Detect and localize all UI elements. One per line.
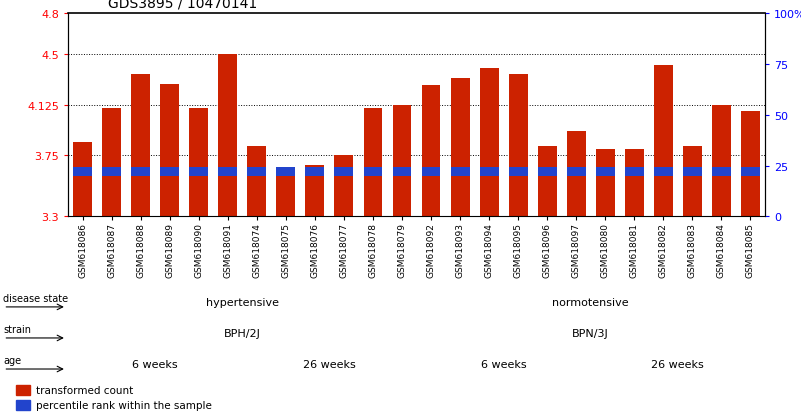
Bar (160, 85, 179, 217)
Text: GSM618075: GSM618075 (281, 223, 290, 277)
Text: BPH/2J: BPH/2J (223, 328, 261, 339)
Bar (392, 168, 412, 177)
Text: GSM618076: GSM618076 (311, 223, 320, 277)
Bar (683, 147, 702, 217)
Bar (103, 168, 121, 177)
Text: GSM618097: GSM618097 (572, 223, 581, 277)
Bar (451, 168, 469, 177)
Text: disease state: disease state (3, 293, 69, 303)
Text: 26 weeks: 26 weeks (303, 359, 356, 370)
Text: GSM618089: GSM618089 (165, 223, 174, 277)
Bar (335, 156, 353, 217)
Bar (654, 66, 673, 217)
Text: GSM618094: GSM618094 (485, 223, 493, 277)
Text: GSM618085: GSM618085 (746, 223, 755, 277)
Bar (73, 168, 92, 177)
Bar (683, 168, 702, 177)
Bar (392, 106, 412, 217)
Text: GSM618079: GSM618079 (397, 223, 406, 277)
Bar (248, 168, 266, 177)
Bar (16, 400, 30, 410)
Text: GSM618083: GSM618083 (688, 223, 697, 277)
Bar (131, 168, 150, 177)
Bar (451, 79, 469, 217)
Text: 6 weeks: 6 weeks (132, 359, 178, 370)
Bar (741, 168, 760, 177)
Text: GSM618081: GSM618081 (630, 223, 638, 277)
Text: strain: strain (3, 324, 31, 334)
Bar (509, 75, 528, 217)
Bar (625, 168, 644, 177)
Bar (596, 150, 614, 217)
Text: GSM618091: GSM618091 (223, 223, 232, 277)
Text: BPN/3J: BPN/3J (573, 328, 609, 339)
Bar (103, 109, 121, 217)
Bar (248, 147, 266, 217)
Text: normotensive: normotensive (553, 297, 629, 308)
Text: hypertensive: hypertensive (206, 297, 279, 308)
Text: GSM618095: GSM618095 (513, 223, 522, 277)
Text: GDS3895 / 10470141: GDS3895 / 10470141 (108, 0, 257, 10)
Text: GSM618078: GSM618078 (368, 223, 377, 277)
Bar (537, 168, 557, 177)
Bar (567, 132, 586, 217)
Bar (305, 166, 324, 217)
Bar (421, 168, 441, 177)
Bar (131, 75, 150, 217)
Text: GSM618084: GSM618084 (717, 223, 726, 277)
Bar (537, 147, 557, 217)
Bar (480, 168, 498, 177)
Bar (305, 168, 324, 177)
Text: GSM618093: GSM618093 (456, 223, 465, 277)
Bar (741, 112, 760, 217)
Bar (276, 173, 296, 217)
Text: GSM618077: GSM618077 (340, 223, 348, 277)
Text: GSM618074: GSM618074 (252, 223, 261, 277)
Text: 6 weeks: 6 weeks (481, 359, 526, 370)
Bar (654, 168, 673, 177)
Bar (421, 86, 441, 217)
Bar (567, 168, 586, 177)
Bar (219, 168, 237, 177)
Bar (596, 168, 614, 177)
Text: GSM618088: GSM618088 (136, 223, 145, 277)
Text: GSM618092: GSM618092 (427, 223, 436, 277)
Text: 26 weeks: 26 weeks (651, 359, 704, 370)
Text: GSM618080: GSM618080 (601, 223, 610, 277)
Bar (364, 109, 382, 217)
Text: GSM618090: GSM618090 (195, 223, 203, 277)
Text: transformed count: transformed count (36, 385, 133, 395)
Text: age: age (3, 355, 22, 365)
Bar (364, 168, 382, 177)
Text: GSM618086: GSM618086 (78, 223, 87, 277)
Bar (189, 168, 208, 177)
Bar (160, 168, 179, 177)
Bar (625, 150, 644, 217)
Bar (219, 55, 237, 217)
Text: GSM618087: GSM618087 (107, 223, 116, 277)
Bar (509, 168, 528, 177)
Text: GSM618082: GSM618082 (659, 223, 668, 277)
Bar (189, 109, 208, 217)
Text: percentile rank within the sample: percentile rank within the sample (36, 400, 212, 410)
Text: GSM618096: GSM618096 (543, 223, 552, 277)
Bar (712, 168, 731, 177)
Bar (335, 168, 353, 177)
Bar (16, 385, 30, 395)
Bar (73, 142, 92, 217)
Bar (712, 106, 731, 217)
Bar (480, 69, 498, 217)
Bar (276, 168, 296, 177)
